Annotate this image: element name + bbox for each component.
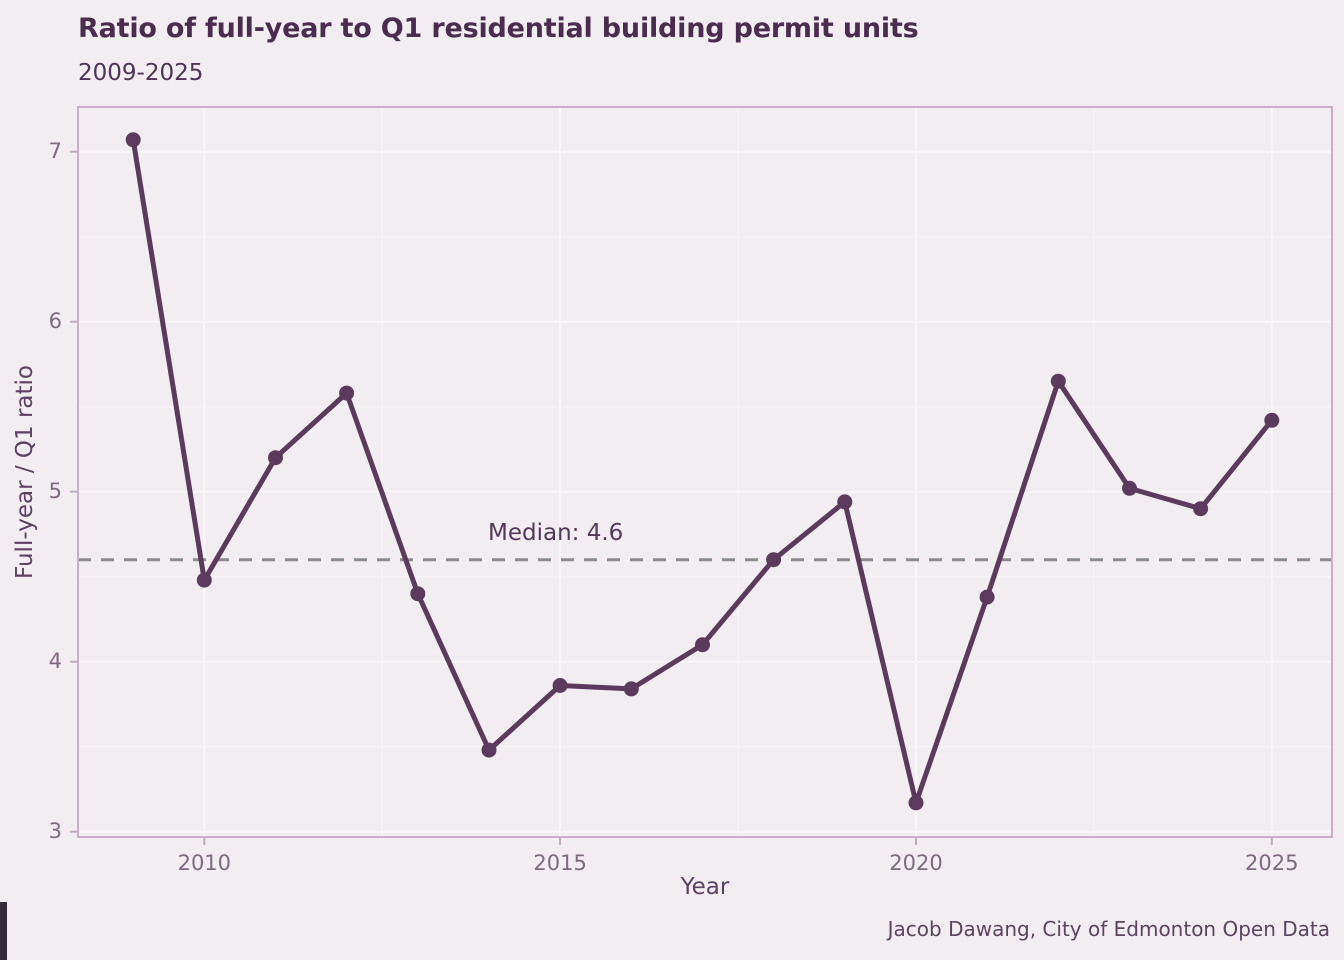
data-point (979, 589, 995, 605)
y-tick-label: 4 (48, 648, 62, 673)
screen-edge-artifact (0, 902, 7, 960)
panel-border (77, 106, 1333, 838)
data-point (196, 572, 212, 588)
median-annotation: Median: 4.6 (488, 520, 624, 546)
data-point (481, 742, 497, 758)
y-tick-label: 5 (48, 478, 62, 503)
x-axis-title: Year (680, 874, 730, 900)
data-point (837, 494, 853, 510)
x-tick-label: 2025 (1245, 851, 1299, 875)
y-tick-label: 3 (48, 818, 62, 843)
data-point (410, 586, 426, 602)
data-point (695, 637, 710, 653)
data-point (552, 678, 568, 693)
plot-panel (70, 106, 1333, 845)
data-point (125, 132, 141, 148)
data-point (908, 795, 924, 811)
x-tick-label: 2015 (533, 851, 587, 875)
data-point (339, 385, 355, 401)
chart-caption: Jacob Dawang, City of Edmonton Open Data (887, 917, 1330, 941)
data-point (766, 552, 782, 568)
data-point (1193, 501, 1209, 517)
chart-subtitle: 2009-2025 (78, 60, 204, 86)
panel-background (78, 107, 1332, 837)
x-tick-label: 2010 (177, 851, 232, 875)
y-axis-title: Full-year / Q1 ratio (12, 365, 38, 579)
data-point (1264, 412, 1280, 428)
data-point (623, 681, 639, 697)
chart-title: Ratio of full-year to Q1 residential bui… (78, 13, 919, 44)
data-point (1050, 373, 1066, 389)
y-tick-label: 6 (48, 308, 62, 333)
data-point (1122, 480, 1137, 496)
data-point (268, 450, 283, 466)
y-tick-label: 7 (48, 138, 62, 163)
x-tick-label: 2020 (889, 851, 943, 875)
